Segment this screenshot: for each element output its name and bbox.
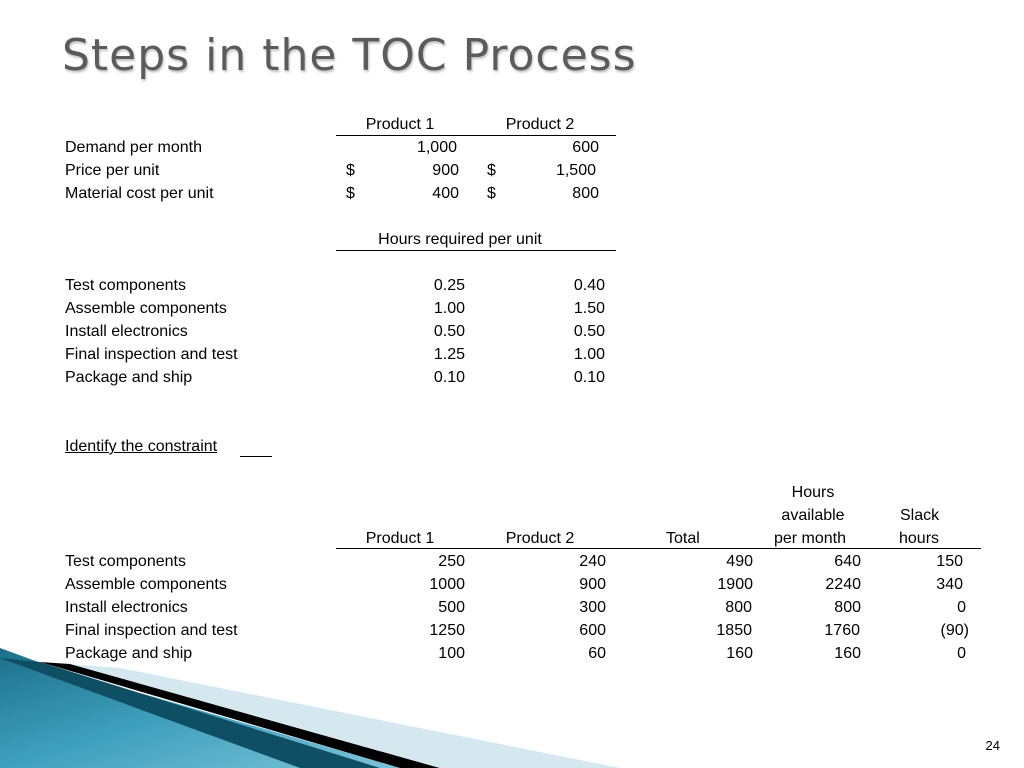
hours-header: Hours required per unit: [378, 231, 542, 248]
cell-value: 400: [432, 185, 459, 202]
row-label: Final inspection and test: [65, 622, 238, 639]
cell-value: 900: [579, 576, 606, 593]
currency-symbol: $: [487, 162, 496, 179]
cell-value: 150: [936, 553, 963, 570]
cell-value: 250: [438, 553, 465, 570]
row-label: Assemble components: [65, 300, 227, 317]
cell-value: 1,500: [555, 162, 596, 179]
cell-value: 600: [572, 139, 599, 156]
header-total: Total: [666, 530, 700, 547]
cell-value: 300: [579, 599, 606, 616]
cell-value: 240: [579, 553, 606, 570]
cell-value: 160: [726, 645, 753, 662]
row-label: Assemble components: [65, 576, 227, 593]
cell-value: 1.00: [433, 300, 465, 317]
row-label: Test components: [65, 277, 186, 294]
cell-value: 1.50: [573, 300, 605, 317]
header-product-1: Product 1: [365, 116, 435, 133]
cell-value: 100: [438, 645, 465, 662]
cell-value: 160: [834, 645, 861, 662]
cell-value: 1.00: [573, 346, 605, 363]
header-hours-available: per month: [773, 530, 847, 547]
cell-value: 1.25: [433, 346, 465, 363]
header-product-2: Product 2: [505, 530, 575, 547]
row-label: Material cost per unit: [65, 185, 214, 202]
row-label: Price per unit: [65, 162, 160, 179]
cell-value: 800: [572, 185, 599, 202]
cell-value: 900: [432, 162, 459, 179]
cell-value: (90): [940, 622, 969, 639]
cell-value: 1,000: [416, 139, 457, 156]
cell-value: 1250: [429, 622, 465, 639]
cell-value: 0.50: [573, 323, 605, 340]
cell-value: 600: [579, 622, 606, 639]
slide-title: Steps in the TOC Process: [62, 30, 637, 81]
cell-value: 800: [725, 599, 752, 616]
page-number: 24: [985, 738, 1000, 753]
header-rule: [336, 548, 981, 549]
cell-value: 0.50: [433, 323, 465, 340]
currency-symbol: $: [487, 185, 496, 202]
header-hours-available: Hours: [791, 484, 835, 501]
heading-underline: [240, 456, 272, 457]
cell-value: 500: [438, 599, 465, 616]
cell-value: 0.10: [433, 369, 465, 386]
cell-value: 2240: [825, 576, 861, 593]
row-label: Install electronics: [65, 599, 188, 616]
cell-value: 640: [834, 553, 861, 570]
currency-symbol: $: [346, 185, 355, 202]
cell-value: 800: [834, 599, 861, 616]
header-rule: [336, 135, 616, 136]
cell-value: 0: [957, 599, 966, 616]
cell-value: 1850: [716, 622, 752, 639]
header-hours-available: available: [781, 507, 845, 524]
row-label: Final inspection and test: [65, 346, 238, 363]
cell-value: 0: [957, 645, 966, 662]
cell-value: 1000: [429, 576, 465, 593]
header-slack-hours: hours: [899, 530, 940, 547]
row-label: Package and ship: [65, 369, 193, 386]
header-product-2: Product 2: [505, 116, 575, 133]
corner-decoration: [0, 648, 620, 768]
row-label: Install electronics: [65, 323, 188, 340]
row-label: Demand per month: [65, 139, 202, 156]
currency-symbol: $: [346, 162, 355, 179]
cell-value: 490: [726, 553, 753, 570]
header-rule: [336, 250, 616, 251]
cell-value: 0.10: [573, 369, 605, 386]
cell-value: 1900: [717, 576, 753, 593]
header-product-1: Product 1: [365, 530, 435, 547]
cell-value: 60: [588, 645, 606, 662]
cell-value: 340: [936, 576, 963, 593]
cell-value: 0.25: [433, 277, 465, 294]
constraint-heading: Identify the constraint: [65, 438, 218, 455]
header-slack-hours: Slack: [900, 507, 940, 524]
row-label: Package and ship: [65, 645, 193, 662]
cell-value: 1760: [824, 622, 860, 639]
row-label: Test components: [65, 553, 186, 570]
cell-value: 0.40: [573, 277, 605, 294]
